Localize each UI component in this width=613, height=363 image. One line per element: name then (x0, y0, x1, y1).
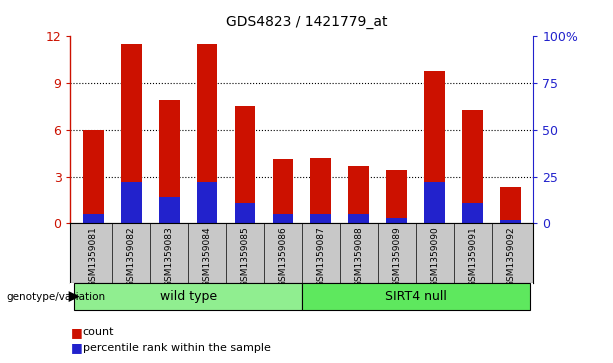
Bar (235, 106, 256, 223)
Text: percentile rank within the sample: percentile rank within the sample (83, 343, 270, 353)
Bar (121, 44, 142, 223)
Bar (310, 214, 331, 223)
Text: GSM1359085: GSM1359085 (240, 226, 249, 287)
Bar (348, 166, 369, 223)
Text: SIRT4 null: SIRT4 null (385, 290, 447, 303)
Bar (302, 283, 530, 310)
Bar (386, 170, 407, 223)
Bar (310, 158, 331, 223)
Bar (462, 203, 483, 223)
Text: GSM1359091: GSM1359091 (468, 226, 477, 287)
Bar (159, 197, 180, 223)
Bar (462, 110, 483, 223)
Bar (235, 203, 256, 223)
Bar (500, 187, 521, 223)
Text: GSM1359088: GSM1359088 (354, 226, 364, 287)
Bar (424, 70, 445, 223)
Text: GSM1359090: GSM1359090 (430, 226, 439, 287)
Bar (83, 214, 104, 223)
Bar (273, 214, 294, 223)
Bar (424, 182, 445, 223)
Text: GSM1359087: GSM1359087 (316, 226, 326, 287)
Text: GSM1359092: GSM1359092 (506, 226, 515, 287)
Text: GSM1359083: GSM1359083 (165, 226, 173, 287)
Bar (83, 130, 104, 223)
Bar (500, 220, 521, 223)
Bar (121, 182, 142, 223)
Text: GSM1359086: GSM1359086 (278, 226, 287, 287)
Bar (273, 159, 294, 223)
Bar (348, 214, 369, 223)
Text: ■: ■ (70, 326, 82, 339)
Text: genotype/variation: genotype/variation (6, 291, 105, 302)
Text: GSM1359084: GSM1359084 (202, 226, 211, 287)
Bar (197, 44, 218, 223)
Text: GSM1359081: GSM1359081 (89, 226, 97, 287)
Text: GSM1359089: GSM1359089 (392, 226, 402, 287)
Text: GDS4823 / 1421779_at: GDS4823 / 1421779_at (226, 15, 387, 29)
Text: count: count (83, 327, 114, 337)
Text: wild type: wild type (159, 290, 216, 303)
Polygon shape (69, 291, 80, 302)
Text: GSM1359082: GSM1359082 (127, 226, 135, 287)
Bar (159, 100, 180, 223)
Text: ■: ■ (70, 341, 82, 354)
Bar (74, 283, 302, 310)
Bar (386, 218, 407, 223)
Bar (197, 182, 218, 223)
